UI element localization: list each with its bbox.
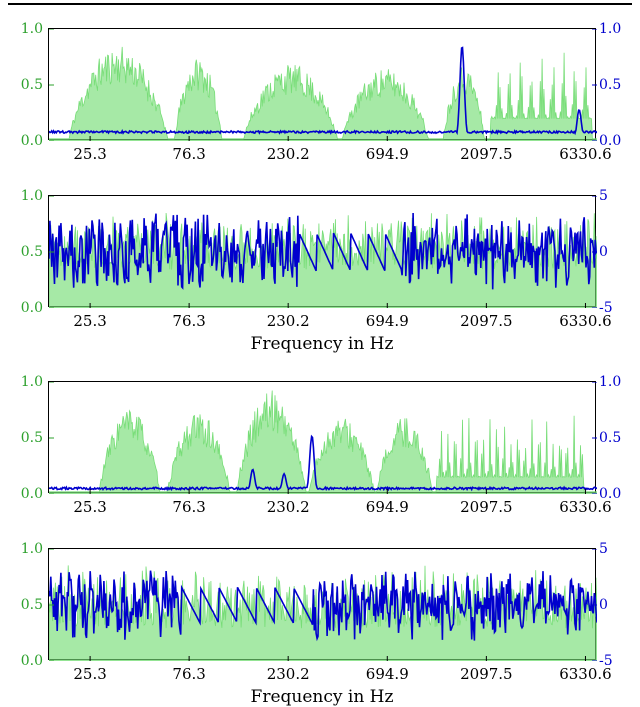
chart-panel-p2: 0.00.51.0-50525.376.3230.2694.92097.5633…: [48, 195, 596, 307]
x-axis-label: Frequency in Hz: [251, 687, 394, 707]
x-axis-label: Frequency in Hz: [251, 334, 394, 354]
xtick: 25.3: [73, 665, 106, 683]
chart-panel-p3: 0.00.51.00.00.51.025.376.3230.2694.92097…: [48, 381, 596, 493]
xtick: 230.2: [267, 665, 310, 683]
xtick: 2097.5: [460, 665, 513, 683]
xtick: 694.9: [366, 498, 409, 516]
ytick-left: 0.0: [21, 653, 43, 669]
ytick-left: 0.5: [21, 244, 43, 260]
xtick: 2097.5: [460, 145, 513, 163]
xtick: 6330.6: [559, 145, 612, 163]
xtick: 76.3: [172, 312, 205, 330]
xtick: 694.9: [366, 145, 409, 163]
xtick: 25.3: [73, 498, 106, 516]
ytick-right: 5: [599, 541, 608, 557]
ytick-left: 1.0: [21, 541, 43, 557]
xtick: 230.2: [267, 498, 310, 516]
xtick: 25.3: [73, 145, 106, 163]
xtick: 6330.6: [559, 498, 612, 516]
ytick-left: 0.0: [21, 486, 43, 502]
series-left: [49, 391, 597, 495]
ytick-left: 0.5: [21, 597, 43, 613]
xtick: 2097.5: [460, 312, 513, 330]
xtick: 6330.6: [559, 312, 612, 330]
chart-plot-p2: [49, 196, 597, 308]
ytick-left: 0.5: [21, 77, 43, 93]
figure: 0.0 0.5 1.0 0.0 0.5 1.0 25.3 76.3 230.2 694.9 2097…: [0, 0, 640, 678]
xtick: 6330.6: [559, 665, 612, 683]
chart-panel-p1: 0.00.51.00.00.51.025.376.3230.2694.92097…: [48, 28, 596, 140]
ytick-right: 5: [599, 188, 608, 204]
series-left: [49, 47, 597, 141]
ytick-left: 0.5: [21, 430, 43, 446]
ytick-right: 0.5: [599, 430, 621, 446]
ytick-left: 1.0: [21, 21, 43, 37]
top-border-rule: [8, 3, 632, 5]
xtick: 230.2: [267, 145, 310, 163]
ytick-left: 0.0: [21, 300, 43, 316]
ytick-right: 0: [599, 244, 608, 260]
ytick-left: 1.0: [21, 374, 43, 390]
chart-panel-p4: 0.00.51.0-50525.376.3230.2694.92097.5633…: [48, 548, 596, 660]
xtick: 76.3: [172, 145, 205, 163]
ytick-left: 0.0: [21, 133, 43, 149]
ytick-left: 1.0: [21, 188, 43, 204]
ytick-right: 1.0: [599, 21, 621, 37]
chart-plot-p3: [49, 382, 597, 494]
ytick-right: 1.0: [599, 374, 621, 390]
xtick: 230.2: [267, 312, 310, 330]
chart-plot-p4: [49, 549, 597, 661]
xtick: 2097.5: [460, 498, 513, 516]
xtick: 694.9: [366, 665, 409, 683]
xtick: 76.3: [172, 665, 205, 683]
xtick: 76.3: [172, 498, 205, 516]
xtick: 25.3: [73, 312, 106, 330]
ytick-right: 0.5: [599, 77, 621, 93]
ytick-right: 0: [599, 597, 608, 613]
xtick: 694.9: [366, 312, 409, 330]
chart-plot-p1: [49, 29, 597, 141]
